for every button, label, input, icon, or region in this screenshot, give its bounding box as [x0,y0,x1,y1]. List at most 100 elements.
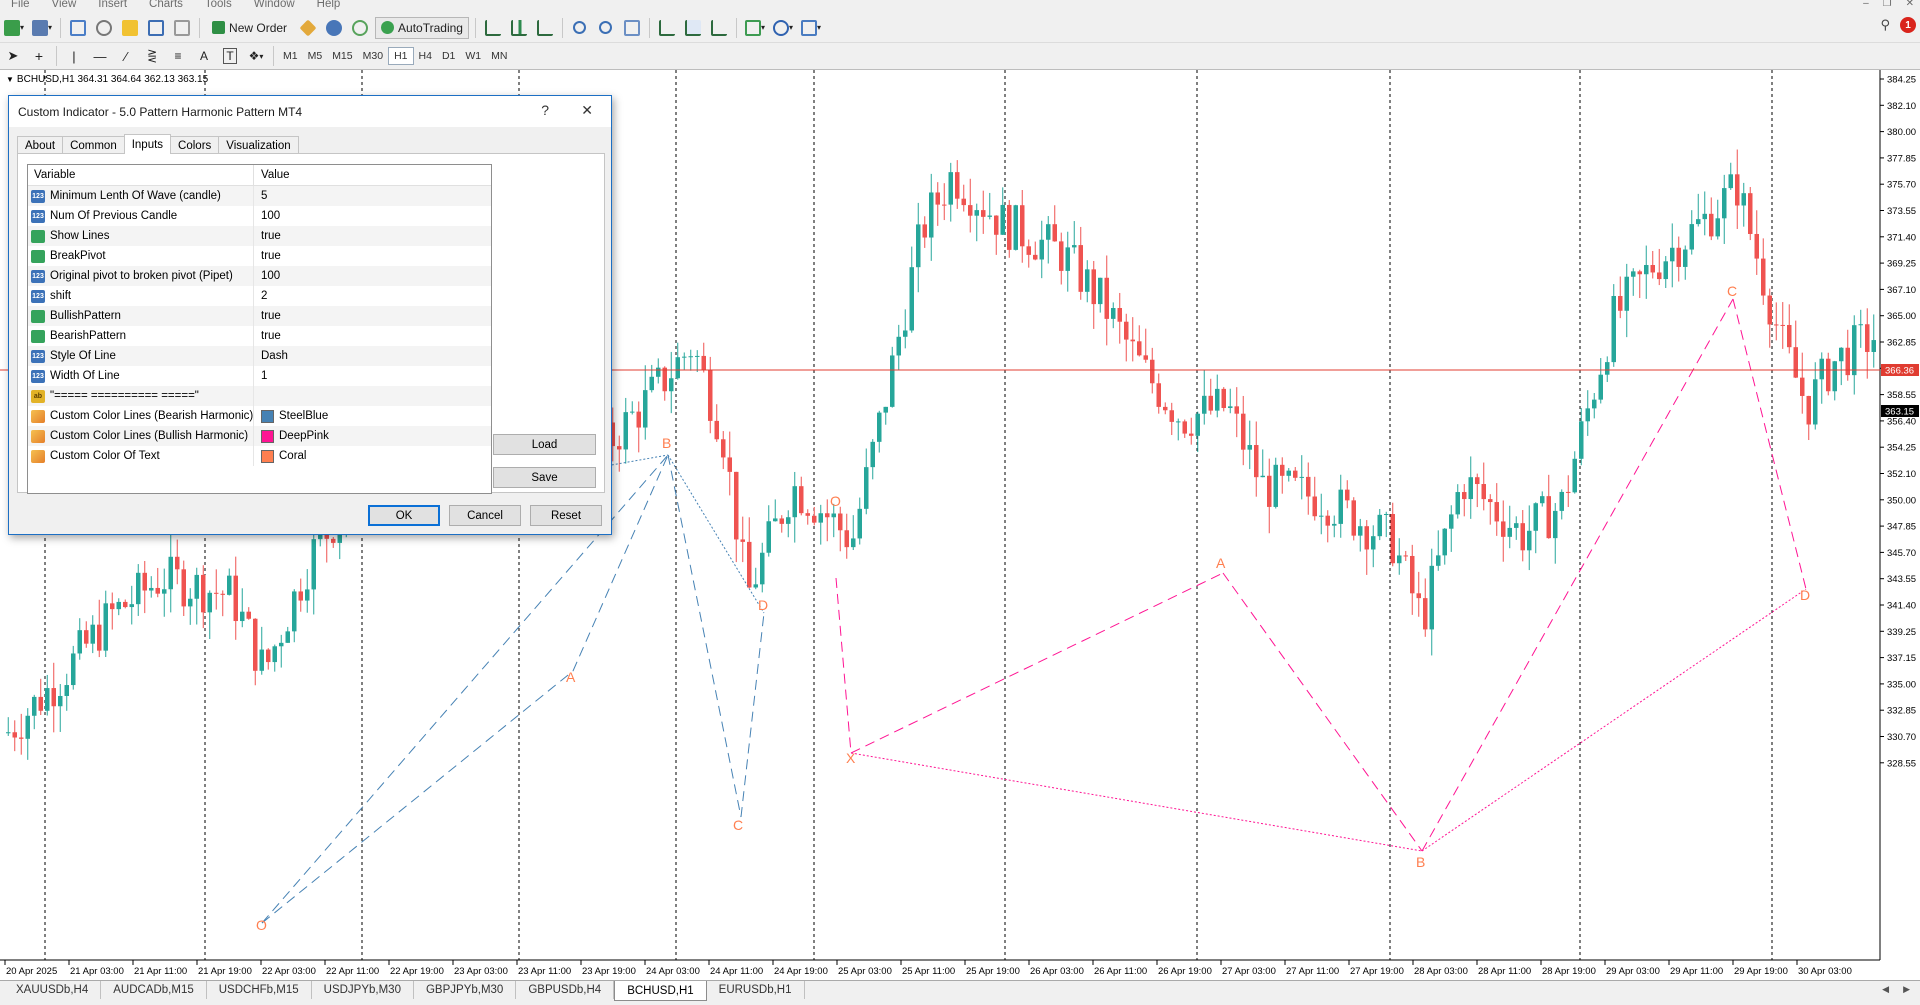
timeframe-h4-button[interactable]: H4 [418,50,432,62]
timeframe-m5-button[interactable]: M5 [307,50,323,62]
templates-button[interactable]: ▾ [799,17,823,39]
help-icon[interactable]: ? [541,102,549,118]
text-button[interactable]: A [193,45,215,67]
add-indicator-button[interactable]: ▾ [743,17,767,39]
menu-file[interactable]: File [11,0,30,10]
menu-insert[interactable]: Insert [98,0,128,10]
parameter-value[interactable]: 2 [254,286,491,306]
parameter-row[interactable]: 123 Num Of Previous Candle 100 [28,206,491,226]
arrows-button[interactable]: ❖ ▾ [248,49,264,63]
price-axis[interactable] [1880,70,1920,982]
candlesticks-button[interactable] [508,17,530,39]
parameter-value[interactable]: Dash [254,346,491,366]
collapse-triangle-icon[interactable]: ▼ [6,75,14,84]
parameter-value[interactable]: DeepPink [254,426,491,446]
value-column-header[interactable]: Value [261,169,290,181]
line-chart-button[interactable] [534,17,556,39]
vps-button[interactable] [349,17,371,39]
chart-tab[interactable]: AUDCADb,M15 [101,981,207,999]
chart-tab[interactable]: XAUUSDb,H4 [4,981,102,999]
cancel-button[interactable]: Cancel [449,505,521,526]
data-window-button[interactable] [93,17,115,39]
parameter-row[interactable]: Custom Color Of Text Coral [28,446,491,466]
chart-tab[interactable]: USDJPYb,M30 [312,981,414,999]
parameter-row[interactable]: Custom Color Lines (Bullish Harmonic) Dee… [28,426,491,446]
bar-chart-button[interactable] [482,17,504,39]
timeframe-h1-button[interactable]: H1 [388,47,414,65]
periods-button[interactable]: ▾ [771,17,795,39]
timeframe-m1-button[interactable]: M1 [283,50,298,62]
minimize-icon[interactable]: – [1863,0,1869,9]
horizontal-line-button[interactable]: — [89,45,111,67]
menu-tools[interactable]: Tools [204,0,232,10]
scroll-right-icon[interactable]: ▶ [1903,984,1910,994]
reset-button[interactable]: Reset [530,505,602,526]
dialog-tab-about[interactable]: About [17,136,64,154]
parameter-value[interactable]: 1 [254,366,491,386]
parameter-value[interactable]: true [254,306,491,326]
dialog-tab-inputs[interactable]: Inputs [123,134,172,154]
parameter-row[interactable]: 123 shift 2 [28,286,491,306]
timeframe-mn-button[interactable]: MN [491,50,508,62]
cursor-button[interactable]: ➤ [2,45,24,67]
parameter-row[interactable]: ab "===== ========== =====" [28,386,491,406]
parameter-row[interactable]: 123 Width Of Line 1 [28,366,491,386]
timeframe-w1-button[interactable]: W1 [465,50,482,62]
variable-column-header[interactable]: Variable [28,165,254,185]
metaeditor-button[interactable] [297,17,319,39]
text-label-button[interactable]: T [219,45,241,67]
autotrading-button[interactable]: AutoTrading [375,16,469,39]
new-chart-button[interactable]: ▾ [2,17,26,39]
parameter-value[interactable]: true [254,226,491,246]
strategy-tester-button[interactable] [171,17,193,39]
tile-windows-button[interactable] [621,17,643,39]
parameter-value[interactable]: 100 [254,266,491,286]
parameter-value[interactable]: 5 [254,186,491,206]
menu-charts[interactable]: Charts [149,0,183,10]
zoom-out-button[interactable] [595,17,617,39]
timeframe-m15-button[interactable]: M15 [332,50,353,62]
restore-icon[interactable]: ❐ [1882,0,1892,9]
parameter-value[interactable]: SteelBlue [254,406,491,426]
parameter-value[interactable]: 100 [254,206,491,226]
indicators-button[interactable] [708,17,730,39]
parameter-value[interactable]: Coral [254,446,491,466]
chart-tab[interactable]: USDCHFb,M15 [207,981,312,999]
chart-tab[interactable]: BCHUSD,H1 [614,981,707,1001]
timeframe-d1-button[interactable]: D1 [441,50,456,62]
zoom-in-button[interactable] [569,17,591,39]
crosshair-button[interactable]: + [28,45,50,67]
menu-help[interactable]: Help [316,0,341,10]
dialog-tab-colors[interactable]: Colors [170,136,220,154]
parameter-row[interactable]: 123 Original pivot to broken pivot (Pipet… [28,266,491,286]
channel-button[interactable]: ⋛ [141,45,163,67]
parameter-row[interactable]: 123 Minimum Lenth Of Wave (candle) 5 [28,186,491,206]
menu-view[interactable]: View [51,0,77,10]
autoscroll-button[interactable] [682,17,704,39]
parameter-row[interactable]: Show Lines true [28,226,491,246]
parameter-row[interactable]: Custom Color Lines (Bearish Harmonic) Ste… [28,406,491,426]
dialog-tab-visualization[interactable]: Visualization [218,136,299,154]
close-icon[interactable]: ✕ [1905,0,1914,9]
new-order-button[interactable]: New Order [206,17,293,39]
chart-tab[interactable]: EURUSDb,H1 [707,981,805,999]
chart-tab[interactable]: GBPUSDb,H4 [516,981,615,999]
signals-button[interactable] [323,17,345,39]
notification-badge[interactable]: 1 [1900,17,1916,33]
fibonacci-button[interactable]: ≡ [167,45,189,67]
vertical-line-button[interactable]: | [63,45,85,67]
save-button[interactable]: Save [493,467,596,488]
dialog-tab-common[interactable]: Common [62,136,125,154]
ok-button[interactable]: OK [368,505,440,526]
terminal-button[interactable] [145,17,167,39]
scroll-left-icon[interactable]: ◀ [1882,984,1890,994]
parameter-value[interactable] [254,386,491,406]
trendline-button[interactable]: ∕ [115,45,137,67]
timeframe-m30-button[interactable]: M30 [362,50,384,62]
profiles-button[interactable]: ▾ [30,17,54,39]
dialog-close-icon[interactable]: ✕ [581,102,593,118]
market-watch-button[interactable] [67,17,89,39]
navigator-button[interactable] [119,17,141,39]
parameter-value[interactable]: true [254,246,491,266]
parameter-row[interactable]: 123 Style Of Line Dash [28,346,491,366]
